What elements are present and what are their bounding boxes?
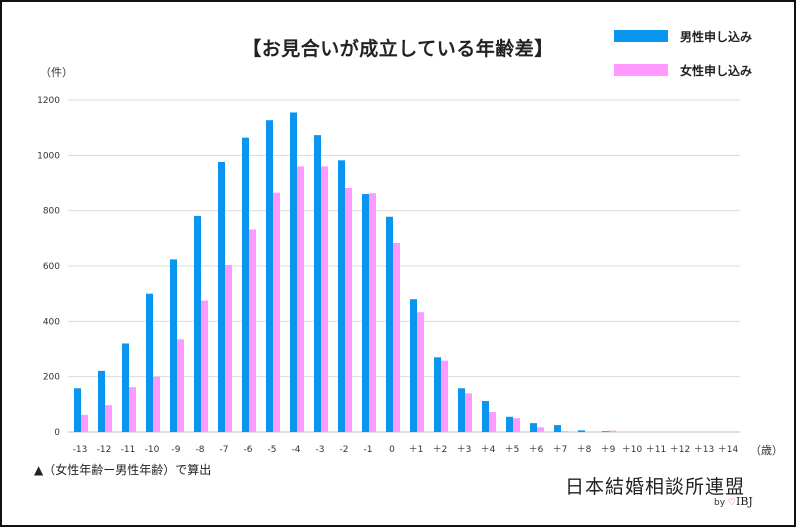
male-bar <box>74 388 81 432</box>
brand-name: 日本結婚相談所連盟 <box>565 476 746 498</box>
female-bar <box>81 414 88 432</box>
x-tick-label: -2 <box>340 445 349 455</box>
female-bar <box>417 312 424 432</box>
x-tick-label: -5 <box>268 445 277 455</box>
y-tick-label: 600 <box>43 262 60 272</box>
female-bar <box>201 300 208 432</box>
male-bar <box>482 401 489 432</box>
x-tick-label: ＋3 <box>457 444 472 455</box>
x-tick-label: 0 <box>389 445 395 455</box>
female-bar <box>177 339 184 432</box>
y-tick-label: 0 <box>54 428 60 438</box>
x-tick-label: ＋1 <box>409 444 424 455</box>
x-tick-label: ＋5 <box>505 444 520 455</box>
female-bar <box>273 192 280 432</box>
x-tick-label: ＋11 <box>646 444 666 455</box>
male-bar <box>362 194 369 432</box>
legend: 男性申し込み 女性申し込み <box>614 24 752 92</box>
male-bar <box>458 388 465 432</box>
x-tick-label: -7 <box>220 445 229 455</box>
female-bar <box>393 243 400 432</box>
female-bar <box>513 418 520 432</box>
legend-item-female: 女性申し込み <box>614 58 752 82</box>
female-bar <box>345 187 352 432</box>
male-bar <box>506 416 513 432</box>
female-bar <box>609 430 616 432</box>
x-tick-label: ＋14 <box>718 444 739 455</box>
male-bar <box>602 431 609 432</box>
y-tick-label: 800 <box>43 207 60 217</box>
male-bar <box>530 423 537 432</box>
female-bar <box>465 393 472 432</box>
male-bar <box>314 135 321 433</box>
x-tick-label: ＋10 <box>622 444 643 455</box>
female-bar <box>537 427 544 432</box>
x-tick-label: ＋7 <box>553 444 568 455</box>
brand-logo-text: IBJ <box>736 495 753 508</box>
x-tick-label: -4 <box>292 445 301 455</box>
x-tick-label: -9 <box>172 445 181 455</box>
male-bar <box>386 216 393 432</box>
female-bar <box>129 387 136 432</box>
female-bar <box>225 264 232 432</box>
y-axis-unit: （件） <box>40 66 73 79</box>
y-tick-label: 1200 <box>37 96 60 106</box>
x-axis-unit: （歳） <box>750 444 783 457</box>
x-tick-label: ＋12 <box>670 444 690 455</box>
male-bar <box>290 112 297 432</box>
y-tick-label: 1000 <box>37 151 60 161</box>
female-bar <box>153 376 160 432</box>
footnote: ▲（女性年齢ー男性年齢）で算出 <box>34 463 212 477</box>
female-bar <box>489 412 496 432</box>
male-bar <box>146 293 153 432</box>
x-tick-label: -3 <box>316 445 325 455</box>
male-bar <box>218 161 225 432</box>
brand-logo: by ♡IBJ <box>714 495 753 508</box>
male-bar <box>266 120 273 433</box>
female-bar <box>321 166 328 432</box>
male-bar <box>554 425 561 432</box>
male-bar <box>410 299 417 432</box>
heart-icon: ♡ <box>727 498 736 508</box>
legend-swatch-female <box>614 64 668 76</box>
x-tick-label: -6 <box>244 445 253 455</box>
female-bar <box>561 431 568 432</box>
legend-item-male: 男性申し込み <box>614 24 752 48</box>
female-bar <box>441 360 448 432</box>
brand-by: by <box>714 498 726 508</box>
x-tick-label: -10 <box>145 445 160 455</box>
female-bar <box>369 193 376 432</box>
x-tick-label: ＋13 <box>694 444 714 455</box>
legend-swatch-male <box>614 30 668 42</box>
male-bar <box>122 343 129 432</box>
male-bar <box>578 430 585 432</box>
male-bar <box>242 137 249 433</box>
female-bar <box>297 166 304 432</box>
male-bar <box>194 215 201 432</box>
male-bar <box>170 259 177 432</box>
male-bar <box>98 370 105 432</box>
x-tick-label: ＋9 <box>601 444 616 455</box>
female-bar <box>105 405 112 432</box>
male-bar <box>338 160 345 432</box>
x-tick-label: -8 <box>196 445 205 455</box>
chart-title: 【お見合いが成立している年齢差】 <box>242 38 554 60</box>
x-tick-label: ＋2 <box>433 444 448 455</box>
legend-label-male: 男性申し込み <box>680 29 753 44</box>
female-bar <box>249 229 256 432</box>
x-tick-label: -11 <box>121 445 136 455</box>
legend-label-female: 女性申し込み <box>680 63 753 78</box>
x-tick-label: -12 <box>97 445 112 455</box>
y-tick-label: 200 <box>43 373 60 383</box>
male-bar <box>434 357 441 432</box>
x-tick-label: -13 <box>73 445 88 455</box>
y-tick-label: 400 <box>43 317 60 327</box>
x-tick-label: ＋6 <box>529 444 544 455</box>
x-tick-label: ＋8 <box>577 444 592 455</box>
x-tick-label: -1 <box>364 445 373 455</box>
x-tick-label: ＋4 <box>481 444 496 455</box>
